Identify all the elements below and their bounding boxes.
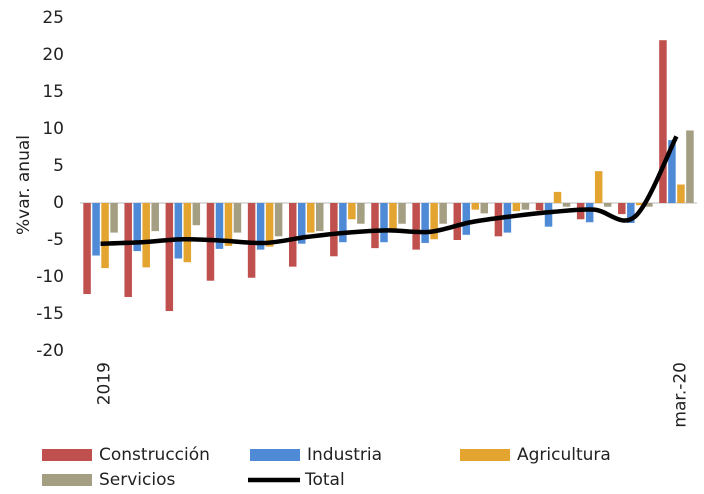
bar xyxy=(92,203,100,256)
bar xyxy=(594,171,603,203)
bar xyxy=(585,203,594,223)
legend-swatch xyxy=(42,474,92,486)
y-tick-label: 10 xyxy=(42,119,64,139)
bar xyxy=(544,203,553,227)
bar xyxy=(480,203,489,214)
x-tick-label: mar.-20 xyxy=(670,362,690,428)
line xyxy=(100,135,679,246)
bar xyxy=(421,203,429,243)
bar xyxy=(133,203,141,252)
bar xyxy=(233,203,242,233)
bar xyxy=(101,203,109,269)
bar xyxy=(439,203,447,224)
bar xyxy=(151,203,159,232)
bar xyxy=(430,203,438,240)
y-tick-label: 20 xyxy=(42,45,64,65)
y-tick-label: 25 xyxy=(42,8,64,28)
bar xyxy=(192,203,201,226)
bar xyxy=(83,203,91,295)
bar xyxy=(686,130,694,203)
y-axis-label: %var. anual xyxy=(14,135,34,235)
y-tick-label: -20 xyxy=(36,341,64,361)
bar xyxy=(627,203,635,223)
bar xyxy=(677,184,685,203)
bar xyxy=(110,203,118,233)
bar xyxy=(521,203,530,210)
bar xyxy=(553,191,562,203)
bar xyxy=(297,203,306,244)
y-tick-label: 15 xyxy=(42,82,64,102)
bar xyxy=(142,203,150,268)
legend-label: Agricultura xyxy=(517,445,611,465)
legend-label: Industria xyxy=(307,445,382,465)
legend-swatch xyxy=(460,449,510,461)
bar xyxy=(412,203,420,250)
legend-label: Construcción xyxy=(99,445,210,465)
legend-label: Total xyxy=(304,470,345,490)
bar xyxy=(330,203,338,257)
legend-swatch xyxy=(42,449,92,461)
bar xyxy=(535,203,544,211)
bar xyxy=(215,203,224,249)
bar xyxy=(274,203,283,237)
bar xyxy=(512,203,521,212)
bar xyxy=(224,203,233,246)
bar xyxy=(288,203,297,267)
bar xyxy=(174,203,183,259)
legend-label: Servicios xyxy=(99,470,175,490)
bar xyxy=(371,203,379,249)
legend-swatch xyxy=(250,449,300,461)
bar xyxy=(165,203,174,312)
bar xyxy=(265,203,274,247)
bar xyxy=(668,140,676,203)
y-tick-label: -10 xyxy=(36,267,64,287)
bar xyxy=(603,203,612,207)
bar xyxy=(453,203,462,240)
bar xyxy=(471,203,480,210)
bar xyxy=(398,203,406,224)
bar xyxy=(315,203,324,232)
bar xyxy=(380,203,388,243)
bar xyxy=(462,203,471,235)
bar xyxy=(339,203,347,243)
bar xyxy=(247,203,256,278)
bar xyxy=(348,203,356,220)
bar xyxy=(256,203,265,250)
y-tick-label: -15 xyxy=(36,304,64,324)
y-tick-label: 5 xyxy=(53,156,64,176)
bar xyxy=(183,203,192,263)
bar xyxy=(124,203,132,297)
bar xyxy=(645,203,653,207)
y-tick-label: 0 xyxy=(53,193,64,213)
bar xyxy=(618,203,626,215)
bar xyxy=(306,203,315,233)
y-tick-label: -5 xyxy=(47,230,64,250)
bar xyxy=(659,40,667,204)
bar xyxy=(562,203,571,207)
bar xyxy=(389,203,397,229)
bar xyxy=(357,203,365,224)
x-tick-label: 2019 xyxy=(95,362,115,405)
bar xyxy=(636,203,644,206)
